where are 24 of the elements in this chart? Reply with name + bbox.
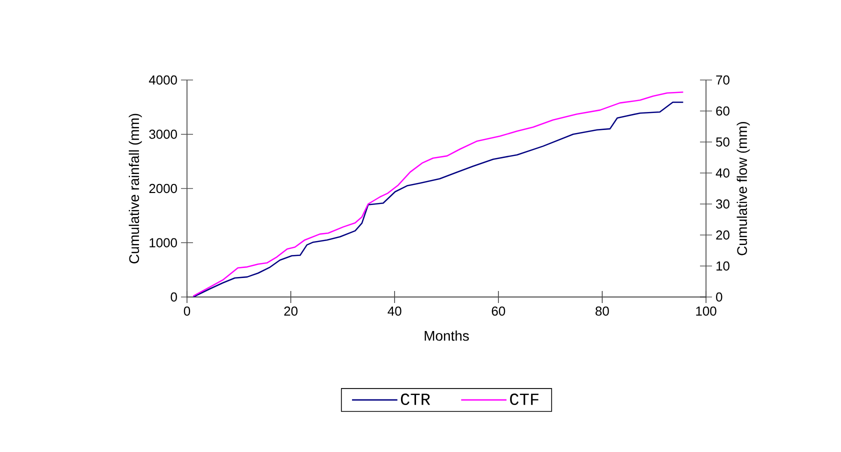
y2-tick-label: 50	[716, 137, 730, 147]
x-axis-title: Months	[424, 330, 469, 341]
y-axis-title: Cumulative rainfall (mm)	[128, 114, 142, 264]
y2-axis-title: Cumulative flow (mm)	[736, 122, 750, 256]
y-tick-label: 3000	[149, 130, 177, 139]
y2-tick-label: 20	[716, 230, 730, 240]
y2-tick-label: 0	[716, 292, 722, 302]
x-tick-label: 100	[696, 306, 716, 316]
y2-tick-label: 10	[716, 261, 730, 271]
legend-label: CTF	[510, 394, 538, 406]
y2-tick-label: 40	[716, 168, 730, 178]
x-tick-label: 80	[596, 306, 609, 316]
y-tick-label: 0	[170, 292, 177, 302]
x-tick-label: 60	[492, 306, 506, 316]
y2-tick-label: 60	[716, 106, 730, 116]
legend-label: CTR	[400, 394, 430, 406]
y-tick-label: 1000	[150, 238, 177, 248]
x-tick-label: 0	[184, 306, 190, 316]
y-tick-label: 2000	[149, 184, 177, 194]
x-tick-label: 40	[388, 306, 402, 316]
y2-tick-label: 30	[716, 199, 730, 209]
x-tick-label: 20	[284, 306, 298, 316]
y-tick-label: 4000	[148, 75, 177, 85]
y2-tick-label: 70	[716, 75, 730, 85]
